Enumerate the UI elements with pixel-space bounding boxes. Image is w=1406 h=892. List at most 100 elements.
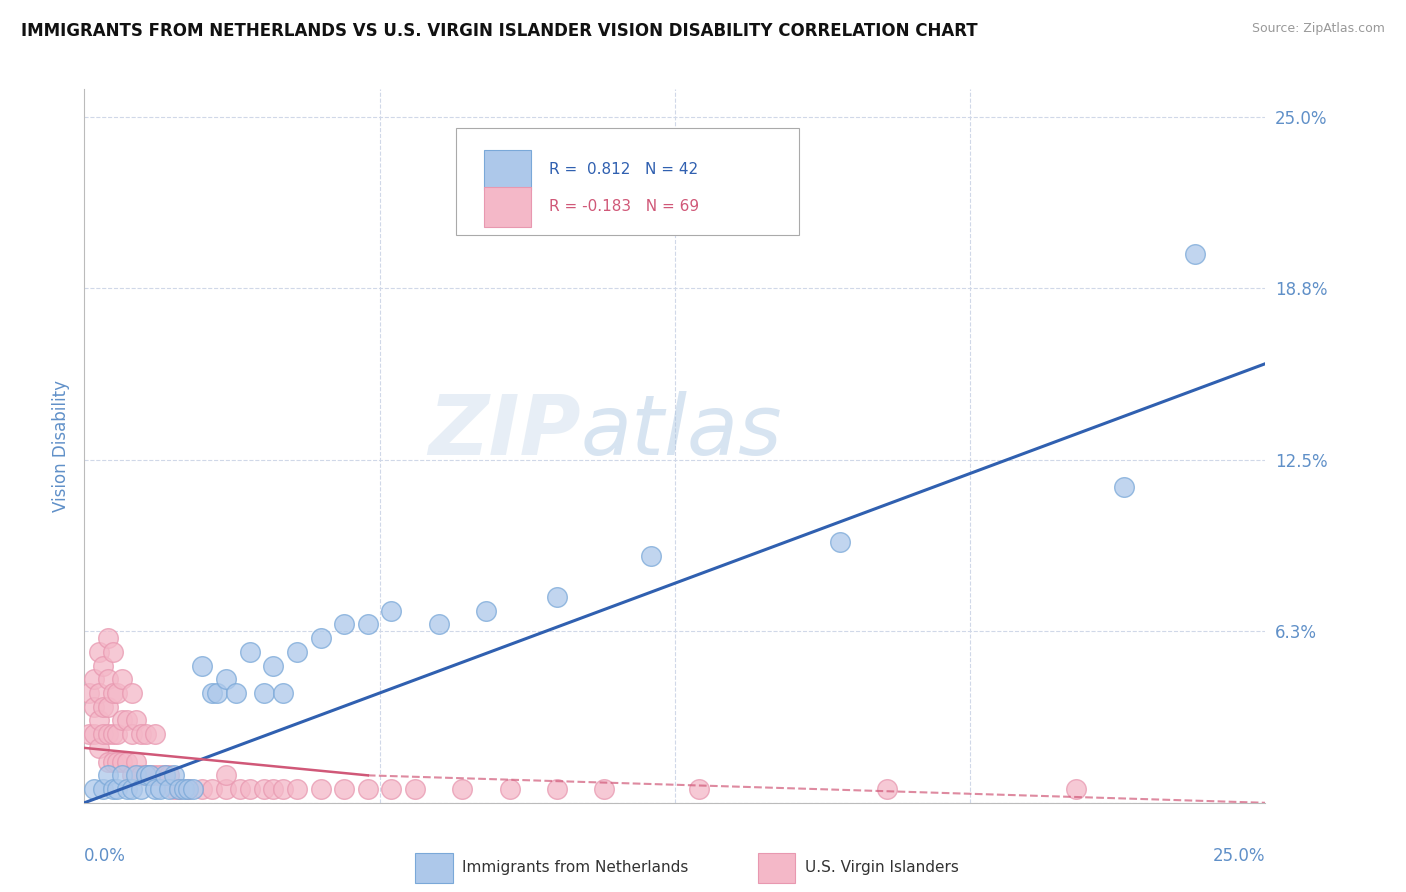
Point bbox=[593, 782, 616, 797]
Point bbox=[129, 768, 152, 782]
Point bbox=[107, 727, 129, 741]
Point bbox=[97, 768, 120, 782]
Point bbox=[225, 686, 247, 700]
Point bbox=[357, 782, 380, 797]
Text: Immigrants from Netherlands: Immigrants from Netherlands bbox=[463, 860, 689, 874]
Point bbox=[1112, 480, 1135, 494]
Point bbox=[229, 782, 252, 797]
Point bbox=[87, 686, 110, 700]
Point bbox=[215, 782, 238, 797]
Point bbox=[139, 768, 162, 782]
Point bbox=[111, 673, 134, 687]
Point bbox=[143, 727, 166, 741]
Point bbox=[101, 645, 124, 659]
Point bbox=[309, 631, 332, 645]
Point bbox=[876, 782, 898, 797]
Point bbox=[475, 604, 498, 618]
Bar bbox=[415, 853, 453, 883]
Point bbox=[135, 768, 157, 782]
Point bbox=[101, 755, 124, 769]
Point bbox=[87, 645, 110, 659]
Point bbox=[91, 699, 114, 714]
Bar bbox=[484, 187, 531, 227]
Point bbox=[451, 782, 474, 797]
Point bbox=[191, 658, 214, 673]
Point bbox=[107, 686, 129, 700]
Point bbox=[83, 673, 105, 687]
Point bbox=[163, 768, 186, 782]
Point bbox=[215, 673, 238, 687]
Point bbox=[380, 782, 402, 797]
Bar bbox=[484, 151, 531, 190]
Point bbox=[181, 782, 204, 797]
Point bbox=[157, 782, 180, 797]
Point bbox=[139, 768, 162, 782]
Y-axis label: Vision Disability: Vision Disability bbox=[52, 380, 70, 512]
Point bbox=[97, 699, 120, 714]
Point bbox=[271, 782, 294, 797]
Text: IMMIGRANTS FROM NETHERLANDS VS U.S. VIRGIN ISLANDER VISION DISABILITY CORRELATIO: IMMIGRANTS FROM NETHERLANDS VS U.S. VIRG… bbox=[21, 22, 977, 40]
Point bbox=[143, 768, 166, 782]
Point bbox=[129, 782, 152, 797]
Point bbox=[380, 604, 402, 618]
Point bbox=[153, 768, 176, 782]
Point bbox=[97, 755, 120, 769]
Point bbox=[177, 782, 200, 797]
Point bbox=[115, 714, 138, 728]
Point bbox=[333, 782, 356, 797]
Point bbox=[121, 686, 143, 700]
Point bbox=[167, 782, 190, 797]
Point bbox=[97, 727, 120, 741]
Point bbox=[143, 782, 166, 797]
Point bbox=[83, 727, 105, 741]
Text: Source: ZipAtlas.com: Source: ZipAtlas.com bbox=[1251, 22, 1385, 36]
Point bbox=[688, 782, 710, 797]
Point bbox=[121, 727, 143, 741]
FancyBboxPatch shape bbox=[457, 128, 799, 235]
Point bbox=[285, 782, 308, 797]
Point bbox=[201, 686, 224, 700]
Point bbox=[153, 768, 176, 782]
Point bbox=[173, 782, 195, 797]
Text: ZIP: ZIP bbox=[427, 392, 581, 472]
Point bbox=[101, 727, 124, 741]
Point bbox=[205, 686, 228, 700]
Point bbox=[101, 782, 124, 797]
Point bbox=[262, 782, 284, 797]
Point bbox=[83, 699, 105, 714]
Point bbox=[115, 755, 138, 769]
Point bbox=[125, 768, 148, 782]
Point bbox=[77, 686, 100, 700]
Point bbox=[111, 714, 134, 728]
Point bbox=[101, 686, 124, 700]
Point bbox=[253, 782, 276, 797]
Point bbox=[115, 782, 138, 797]
Point bbox=[253, 686, 276, 700]
Point bbox=[83, 782, 105, 797]
Point bbox=[125, 755, 148, 769]
Point bbox=[215, 768, 238, 782]
Text: 25.0%: 25.0% bbox=[1213, 847, 1265, 864]
Point bbox=[546, 590, 568, 604]
Point bbox=[111, 768, 134, 782]
Text: atlas: atlas bbox=[581, 392, 782, 472]
Point bbox=[107, 782, 129, 797]
Point bbox=[404, 782, 426, 797]
Point bbox=[125, 714, 148, 728]
Point bbox=[149, 768, 172, 782]
Point bbox=[91, 727, 114, 741]
Point bbox=[239, 782, 262, 797]
Point bbox=[157, 768, 180, 782]
Text: 0.0%: 0.0% bbox=[84, 847, 127, 864]
Point bbox=[309, 782, 332, 797]
Point bbox=[163, 782, 186, 797]
Point bbox=[121, 768, 143, 782]
Point bbox=[97, 673, 120, 687]
Point bbox=[640, 549, 662, 563]
Text: R = -0.183   N = 69: R = -0.183 N = 69 bbox=[548, 200, 699, 214]
Point bbox=[201, 782, 224, 797]
Point bbox=[149, 782, 172, 797]
Point bbox=[271, 686, 294, 700]
Point bbox=[91, 658, 114, 673]
Point bbox=[239, 645, 262, 659]
